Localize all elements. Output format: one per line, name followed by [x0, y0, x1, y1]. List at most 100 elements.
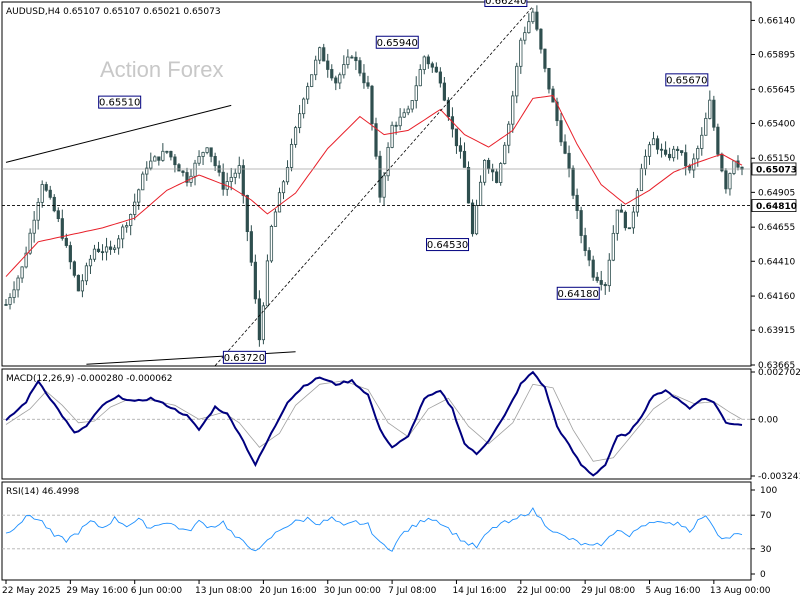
candle-body: [310, 74, 314, 87]
candle-body: [708, 99, 712, 119]
macd-main-line: [5, 370, 743, 477]
candle-body: [165, 150, 169, 153]
candle-body: [237, 165, 241, 174]
candle-body: [362, 72, 366, 84]
candle-body: [398, 116, 402, 127]
candle-body: [157, 156, 161, 161]
price-annotation: 0.64180: [556, 286, 600, 300]
rsi-tick-label: 0: [760, 570, 766, 580]
candle-body: [60, 218, 64, 239]
candle-body: [201, 152, 205, 157]
price-tick-label: 0.65895: [758, 51, 795, 61]
macd-tick-label: 0.002702: [758, 368, 800, 378]
candle-body: [92, 248, 97, 260]
price-annotation: 0.63720: [222, 350, 266, 364]
candle-body: [643, 155, 648, 170]
candle-body: [555, 101, 559, 122]
price-tag-label: 0.65073: [756, 165, 797, 175]
candle-body: [579, 210, 583, 236]
candle-body: [732, 160, 736, 174]
annotation-label: 0.64180: [558, 289, 599, 300]
candle-body: [358, 60, 362, 74]
candle-body: [507, 123, 511, 146]
price-tick-label: 0.63915: [758, 326, 795, 336]
candle-body: [474, 205, 479, 235]
price-tick-label: 0.64160: [758, 292, 795, 302]
price-tick-label: 0.64905: [758, 188, 795, 198]
annotation-box: [375, 35, 419, 49]
candle-body: [253, 261, 257, 300]
candle-body: [173, 156, 177, 166]
annotation-box: [98, 95, 142, 109]
annotation-label: 0.66240: [485, 0, 526, 7]
candle-body: [293, 127, 298, 145]
candle-body: [483, 159, 487, 183]
price-tag: [751, 162, 797, 176]
candle-body: [539, 28, 543, 50]
candle-body: [112, 247, 117, 250]
candle-body: [382, 175, 386, 198]
candle-body: [635, 190, 640, 213]
candle-body: [205, 147, 209, 153]
candle-body: [16, 277, 20, 291]
candle-body: [366, 82, 370, 87]
candle-body: [249, 231, 253, 263]
time-tick-label: 7 Jul 08:00: [388, 586, 437, 596]
candle-body: [519, 39, 523, 67]
candle-body: [96, 248, 101, 253]
candle-body: [145, 167, 149, 175]
candle-body: [523, 32, 527, 41]
candle-body: [563, 141, 567, 154]
candle-body: [40, 184, 44, 203]
candle-body: [149, 160, 153, 169]
candle-body: [161, 150, 165, 161]
price-annotation: 0.66240: [484, 0, 528, 7]
candle-body: [137, 189, 141, 203]
candle-body: [141, 173, 145, 191]
candle-body: [64, 237, 68, 246]
candle-body: [704, 117, 708, 136]
candle-body: [458, 145, 463, 152]
candle-body: [330, 69, 334, 79]
candle-body: [125, 225, 129, 228]
candle-body: [515, 65, 519, 97]
candle-body: [342, 64, 346, 76]
price-tick-label: 0.66140: [758, 16, 795, 26]
candle-body: [277, 192, 282, 213]
candle-body: [241, 165, 245, 196]
upper-channel-line: [5, 104, 232, 163]
candle-body: [724, 170, 728, 190]
candle-body: [374, 123, 378, 157]
candle-body: [418, 69, 422, 87]
candle-body: [454, 128, 459, 147]
candle-body: [394, 124, 398, 127]
price-tick-label: 0.65400: [758, 119, 795, 129]
candle-body: [56, 210, 60, 220]
candle-body: [495, 171, 499, 183]
candle-body: [181, 170, 185, 173]
rsi-pane: [1, 481, 752, 581]
candle-body: [659, 148, 664, 151]
candle-body: [402, 112, 406, 118]
time-tick-label: 22 Jul 00:00: [517, 586, 571, 596]
candle-body: [615, 209, 619, 234]
candle-body: [44, 184, 48, 191]
price-annotation: 0.64530: [426, 238, 470, 252]
candle-body: [663, 149, 668, 155]
candle-body: [257, 298, 261, 341]
candle-body: [438, 71, 442, 84]
price-tag: [751, 199, 797, 212]
annotation-box: [484, 0, 528, 7]
candle-body: [177, 164, 181, 172]
candle-body: [466, 167, 471, 204]
candle-body: [619, 209, 623, 213]
price-tick-label: 0.64655: [758, 223, 795, 233]
time-tick-label: 13 Aug 00:00: [710, 586, 771, 596]
candle-body: [24, 252, 28, 268]
candle-body: [354, 56, 358, 62]
candle-body: [696, 148, 700, 160]
candle-body: [322, 47, 326, 62]
rsi-header: RSI(14) 46.4998: [6, 487, 79, 497]
candle-body: [672, 148, 676, 159]
candle-body: [338, 74, 342, 84]
